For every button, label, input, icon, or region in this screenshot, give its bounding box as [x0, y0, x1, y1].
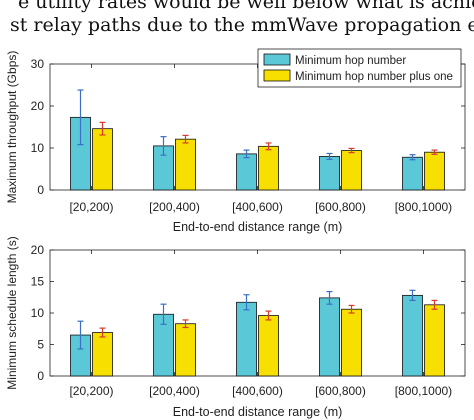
- chart1-xtick-label-3: [600,800): [315, 200, 366, 214]
- chart1-ytick-label-2: 20: [31, 99, 45, 113]
- chart2-xtick-label-4: [800,1000): [395, 384, 452, 398]
- chart1-xtick-label-1: [200,400): [149, 200, 200, 214]
- chart2-ylabel: Minimum schedule length (s): [5, 236, 19, 389]
- chart1-bar-s2-4: [424, 151, 445, 191]
- chart1-legend-swatch-1: [263, 53, 291, 66]
- chart2-bar-s2-0: [92, 332, 113, 377]
- chart2-bar-s1-3: [319, 297, 340, 377]
- chart2-bar-s2-1: [175, 323, 196, 377]
- chart1-bar-s2-3: [341, 150, 362, 191]
- chart2-ytick-label-3: 15: [31, 275, 45, 289]
- chart2-xtick-label-1: [200,400): [149, 384, 200, 398]
- paper-text-line-2: st relay paths due to the mmWave propaga…: [10, 14, 474, 36]
- chart2-bar-s2-2: [258, 315, 279, 377]
- chart1-bar-s2-1: [175, 138, 196, 191]
- chart1-bar-s1-2: [236, 153, 257, 191]
- chart2-bar-s2-3: [341, 308, 362, 377]
- chart2-bar-s1-4: [402, 294, 423, 377]
- chart2-ytick-label-0: 0: [37, 369, 44, 383]
- chart1-legend-swatch-2: [263, 69, 291, 82]
- chart2-bar-s2-4: [424, 304, 445, 377]
- chart1-ytick-label-3: 30: [31, 57, 45, 71]
- chart1-bar-s2-2: [258, 145, 279, 191]
- chart1-xtick-label-0: [20,200): [69, 200, 113, 214]
- chart2-xtick-label-3: [600,800): [315, 384, 366, 398]
- chart1-xtick-label-2: [400,600): [232, 200, 283, 214]
- chart1-bar-s2-0: [92, 128, 113, 191]
- chart1-ylabel: Maximum throughput (Gbps): [5, 51, 19, 204]
- chart2-bar-s1-2: [236, 301, 257, 377]
- chart1-legend-box: [257, 48, 462, 88]
- chart2-ytick-label-4: 20: [31, 243, 45, 257]
- chart2-xtick-label-2: [400,600): [232, 384, 283, 398]
- chart2-xlabel: End-to-end distance range (m): [173, 405, 343, 419]
- chart1-legend-label-1: Minimum hop number: [295, 55, 406, 67]
- chart1-bar-s1-3: [319, 155, 340, 191]
- chart2-xtick-label-0: [20,200): [69, 384, 113, 398]
- paper-text-line-1: e utility rates would be well below what…: [18, 0, 474, 13]
- chart1-legend-label-2: Minimum hop number plus one: [295, 71, 453, 83]
- chart1-xtick-label-4: [800,1000): [395, 200, 452, 214]
- chart1-xlabel: End-to-end distance range (m): [173, 220, 343, 234]
- chart1-ytick-label-0: 0: [37, 183, 44, 197]
- chart2-ytick-label-2: 10: [31, 306, 45, 320]
- chart1-bar-s1-4: [402, 156, 423, 191]
- chart2-ytick-label-1: 5: [37, 338, 44, 352]
- chart1-ytick-label-1: 10: [31, 141, 45, 155]
